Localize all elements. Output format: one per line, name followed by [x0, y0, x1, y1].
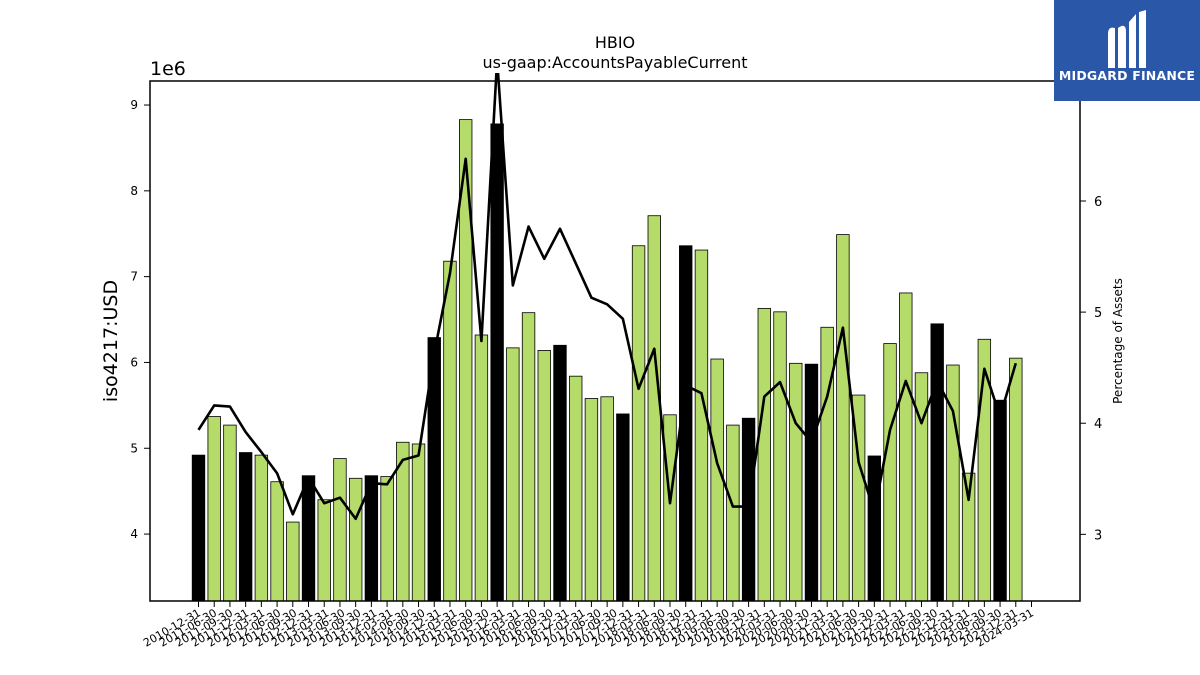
y2-axis-label: Percentage of Assets	[1111, 278, 1125, 404]
logo-text: MIDGARD FINANCE	[1058, 68, 1196, 83]
bar	[820, 326, 834, 602]
bar	[789, 362, 803, 602]
bar	[270, 481, 284, 602]
percentage-of-assets-line	[197, 73, 1018, 521]
bar	[348, 477, 363, 602]
y-tick-label: 9	[130, 98, 138, 112]
chart-title: HBIO	[595, 33, 635, 52]
bar	[207, 416, 221, 602]
bar	[930, 323, 944, 602]
bar	[726, 424, 740, 602]
bar	[899, 292, 913, 602]
y-axis-label: iso4217:USD	[100, 280, 122, 402]
bar	[1009, 357, 1023, 602]
bar	[537, 350, 551, 602]
midgard-finance-logo: MIDGARD FINANCE	[1054, 0, 1200, 101]
bar	[411, 443, 426, 602]
y2-tick-label: 4	[1094, 417, 1102, 432]
bars-layer	[191, 119, 1023, 602]
x-axis: 2010-12-312011-06-302011-09-302011-12-31…	[141, 601, 1036, 650]
bar	[553, 344, 567, 602]
bar	[254, 454, 269, 602]
bar	[836, 234, 850, 602]
y2-tick-label: 5	[1094, 306, 1102, 321]
bar	[883, 343, 897, 602]
bar	[191, 454, 206, 602]
y-tick-label: 6	[130, 355, 138, 369]
bar	[647, 215, 661, 602]
bar	[993, 399, 1007, 602]
left-axis: 4 5 6 7 8 9	[130, 98, 150, 541]
bar	[584, 398, 599, 602]
bar	[914, 372, 929, 602]
right-axis: 3 4 5 6	[1080, 195, 1102, 543]
plot-frame	[149, 80, 1081, 602]
y-offset-label: 1e6	[150, 58, 186, 80]
bar	[600, 396, 614, 602]
bar	[710, 358, 724, 602]
bar	[443, 260, 457, 602]
bar	[616, 413, 630, 602]
bar	[223, 424, 237, 602]
bar	[741, 417, 756, 602]
logo-mark-icon	[1108, 10, 1146, 69]
bar	[490, 123, 504, 602]
bar	[521, 312, 536, 602]
y-tick-label: 8	[130, 184, 138, 198]
bar	[301, 475, 316, 602]
bar	[867, 455, 882, 602]
bar	[757, 307, 771, 602]
bar	[631, 245, 646, 602]
y-tick-label: 7	[130, 270, 138, 284]
y-tick-label: 4	[130, 527, 138, 541]
y2-tick-label: 3	[1094, 528, 1102, 543]
bar	[569, 375, 583, 602]
bar	[663, 414, 677, 602]
bar	[286, 521, 300, 602]
bar	[804, 363, 819, 602]
bar	[238, 452, 253, 602]
bar	[380, 476, 394, 602]
y2-tick-label: 6	[1094, 195, 1102, 210]
bar	[773, 311, 787, 602]
chart-subtitle: us-gaap:AccountsPayableCurrent	[482, 53, 747, 72]
bar	[506, 347, 520, 602]
bar	[694, 249, 709, 602]
bar	[474, 334, 489, 602]
bar	[317, 499, 331, 602]
bar	[333, 458, 347, 602]
y-tick-label: 5	[130, 441, 138, 455]
